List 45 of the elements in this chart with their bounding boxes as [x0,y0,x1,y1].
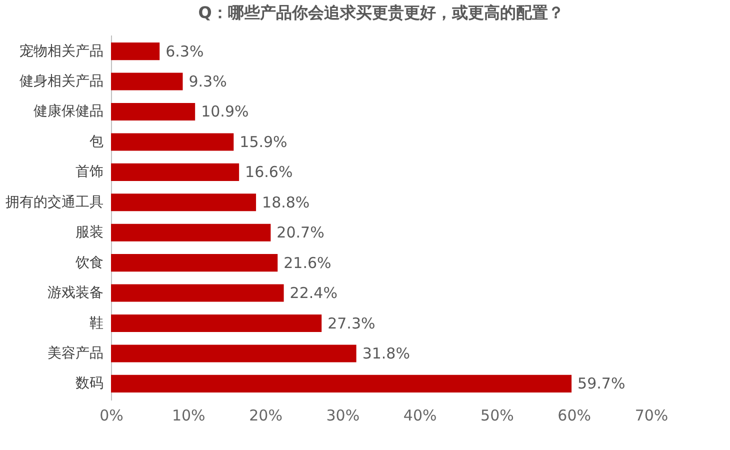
y-tick-label: 健身相关产品 [20,74,104,90]
data-label: 16.6% [245,163,293,182]
data-label: 6.3% [166,42,204,60]
chart-title: Q：哪些产品你会追求买更贵更好，或更高的配置？ [198,3,564,22]
bar [111,314,322,332]
x-tick-label: 20% [249,406,282,424]
data-label: 59.7% [578,374,626,393]
bar [111,163,240,181]
bar [111,72,183,90]
data-label: 22.4% [290,284,338,302]
bar [111,133,234,151]
x-tick-label: 10% [172,406,206,424]
bar [111,344,356,362]
bar [111,42,160,60]
x-tick-label: 0% [100,406,124,424]
data-label: 10.9% [201,102,249,121]
x-tick-label: 60% [558,406,592,424]
y-tick-label: 包 [90,134,104,150]
y-tick-label: 鞋 [90,315,104,332]
data-label: 20.7% [276,224,324,242]
data-label: 15.9% [240,132,288,151]
y-tick-label: 服装 [76,224,104,241]
y-tick-label: 首饰 [76,164,104,180]
bar [111,194,256,212]
bar [111,284,284,302]
x-tick-label: 40% [403,406,437,424]
bar [111,254,278,272]
y-tick-label: 宠物相关产品 [20,43,104,60]
y-tick-label: 数码 [76,376,104,392]
x-tick-label: 30% [326,406,360,424]
y-tick-label: 游戏装备 [48,285,104,302]
data-label: 9.3% [188,72,227,91]
y-tick-label: 美容产品 [48,345,104,362]
data-label: 31.8% [362,344,410,362]
data-label: 27.3% [328,314,376,332]
x-tick-label: 70% [634,406,668,424]
x-tick-label: 50% [480,406,514,424]
y-tick-label: 拥有的交通工具 [6,194,104,210]
y-tick-label: 健康保健品 [34,104,104,120]
bar [111,374,572,392]
bar [111,224,271,242]
data-label: 18.8% [262,193,310,212]
data-label: 21.6% [284,254,332,272]
y-tick-label: 饮食 [74,254,104,271]
bar [111,102,196,121]
